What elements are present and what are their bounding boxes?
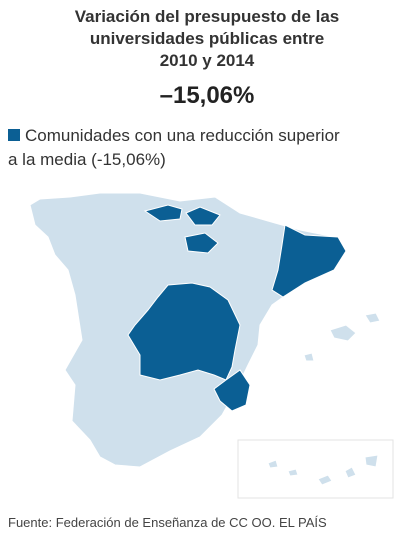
region-baleares [329,324,357,342]
legend: Comunidades con una reducción superior a… [8,124,408,172]
region-canarias-4 [344,466,357,479]
legend-line-1: Comunidades con una reducción superior [8,124,408,148]
canarias-inset-frame [237,439,394,499]
region-castilla-la-mancha [127,282,241,381]
chart-title: Variación del presupuesto de las univers… [0,6,414,72]
region-murcia [213,369,251,412]
region-cataluna [271,224,347,298]
spain-map [29,192,394,499]
region-canarias-5 [364,454,379,468]
source-note: Fuente: Federación de Enseñanza de CC OO… [8,515,327,530]
region-pais-vasco [143,204,183,222]
region-baleares-2 [364,312,381,324]
region-canarias-2 [287,468,299,477]
legend-line-2: a la media (-15,06%) [8,150,166,169]
region-canarias-1 [267,459,279,469]
headline-value: –15,06% [159,82,255,109]
region-navarra [185,206,221,226]
title-line-3: 2010 y 2014 [159,51,255,70]
region-la-rioja [184,232,219,254]
region-baleares-3 [303,352,315,362]
title-line-2: universidades públicas entre [89,29,325,48]
legend-label: Comunidades con una reducción superior [25,126,340,145]
region-canarias-3 [317,474,333,486]
title-line-1: Variación del presupuesto de las [74,7,340,26]
legend-swatch [8,129,20,141]
